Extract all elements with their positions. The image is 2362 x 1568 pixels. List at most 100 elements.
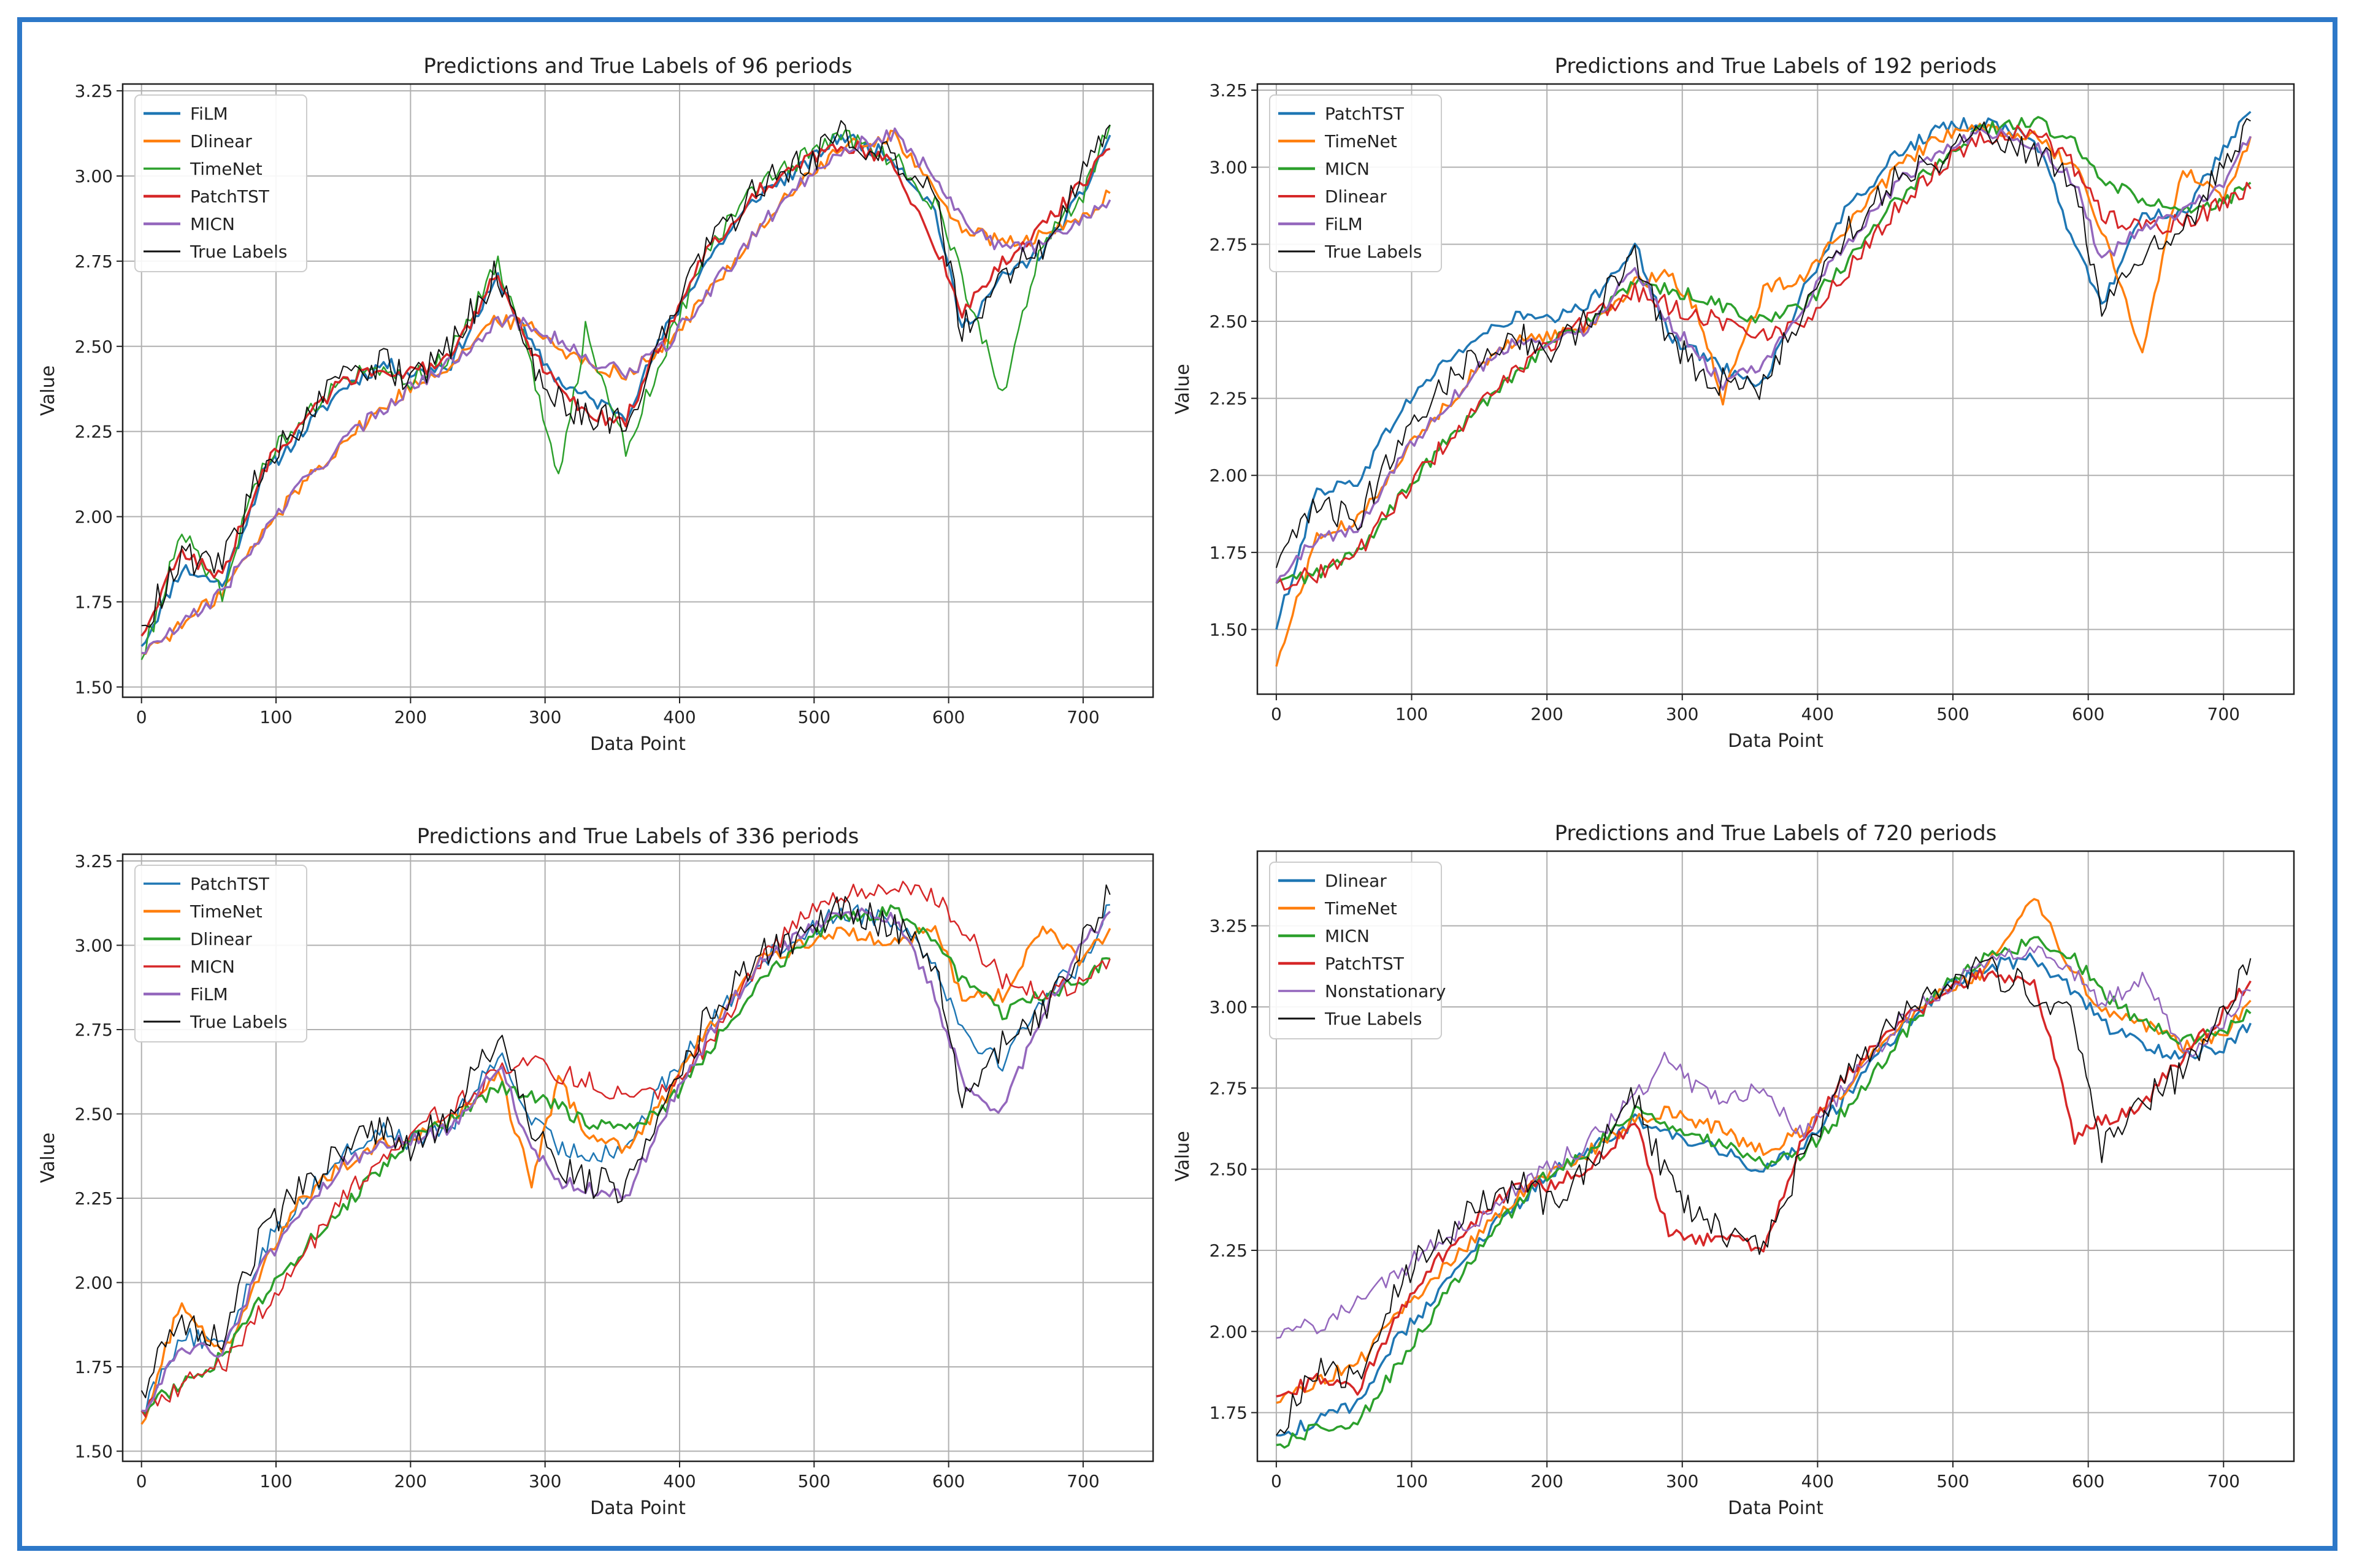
y-tick-label: 3.25 — [75, 81, 113, 101]
legend-label: TimeNet — [1324, 898, 1397, 919]
legend-label: FiLM — [190, 104, 228, 124]
y-tick-label: 1.75 — [75, 592, 113, 612]
x-tick-label: 100 — [1395, 1471, 1428, 1491]
series-line-nonstationary — [1276, 945, 2251, 1339]
y-tick-label: 3.25 — [75, 851, 113, 871]
y-tick-label: 1.75 — [1210, 543, 1248, 563]
legend-label: Dlinear — [1325, 871, 1387, 891]
series-line-true-labels — [141, 120, 1111, 628]
legend-label: FiLM — [190, 984, 228, 1004]
x-tick-label: 500 — [1936, 1471, 1969, 1491]
legend-label: TimeNet — [1324, 131, 1397, 151]
legend-label: PatchTST — [1325, 954, 1405, 974]
x-tick-label: 100 — [259, 707, 292, 727]
y-tick-label: 3.00 — [1210, 158, 1248, 178]
x-tick-label: 600 — [2072, 704, 2104, 724]
y-tick-label: 2.00 — [75, 1273, 113, 1293]
legend-label: Nonstationary — [1325, 981, 1446, 1001]
y-tick-label: 2.00 — [75, 507, 113, 527]
x-axis-label: Data Point — [590, 1497, 686, 1519]
y-axis-label: Value — [1172, 364, 1194, 414]
y-axis-label: Value — [37, 1133, 59, 1183]
series-line-true-labels — [140, 884, 1111, 1399]
legend-label: PatchTST — [190, 186, 270, 207]
x-tick-label: 500 — [798, 707, 830, 727]
series-line-patchtst — [1276, 968, 2252, 1398]
x-tick-label: 100 — [1395, 704, 1428, 724]
y-tick-label: 2.25 — [1210, 1241, 1248, 1261]
series-line-patchtst — [1275, 110, 2252, 630]
chart-panel-3: 0 100 200 300 400 500 600 700 1.50 1.75 2.00 2.25 2.… — [37, 824, 1154, 1519]
legend-box — [1269, 862, 1442, 1039]
y-tick-label: 2.25 — [75, 422, 113, 442]
legend-label: MICN — [1325, 926, 1370, 946]
series-line-micn — [140, 881, 1111, 1418]
y-tick-label: 2.75 — [75, 1020, 113, 1040]
legend-label: PatchTST — [190, 874, 270, 894]
axes-frame — [1256, 83, 2295, 695]
x-tick-label: 500 — [798, 1471, 830, 1491]
legend-label: MICN — [190, 957, 235, 977]
series-line-timenet — [140, 925, 1111, 1425]
x-tick-label: 100 — [259, 1471, 292, 1491]
series-line-dlinear — [1275, 124, 2252, 591]
x-tick-label: 400 — [1801, 1471, 1834, 1491]
x-tick-label: 700 — [1067, 1471, 1099, 1491]
axes-frame — [1256, 850, 2295, 1463]
y-tick-label: 1.50 — [75, 677, 113, 697]
x-axis-label: Data Point — [590, 733, 686, 755]
legend-label: TimeNet — [190, 159, 263, 179]
y-tick-label: 2.75 — [75, 251, 113, 272]
x-tick-label: 0 — [1271, 704, 1282, 724]
y-tick-label: 2.75 — [1210, 234, 1248, 254]
legend-label: PatchTST — [1325, 104, 1405, 124]
x-tick-label: 300 — [529, 707, 561, 727]
legend-label: MICN — [1325, 159, 1370, 179]
chart-title: Predictions and True Labels of 192 perio… — [1555, 54, 1997, 78]
x-tick-label: 300 — [1666, 1471, 1698, 1491]
x-tick-label: 600 — [2072, 1471, 2104, 1491]
y-tick-label: 2.50 — [1210, 312, 1248, 332]
x-tick-label: 200 — [1530, 704, 1563, 724]
y-tick-label: 2.25 — [75, 1188, 113, 1209]
y-tick-label: 2.00 — [1210, 1321, 1248, 1342]
legend-box — [1269, 94, 1442, 272]
legend-label: True Labels — [190, 242, 288, 262]
y-tick-label: 2.75 — [1210, 1078, 1248, 1098]
legend-label: True Labels — [190, 1012, 288, 1032]
x-tick-label: 400 — [1801, 704, 1834, 724]
y-tick-label: 3.00 — [75, 166, 113, 186]
y-tick-label: 3.00 — [1210, 997, 1248, 1017]
x-tick-label: 0 — [136, 1471, 147, 1491]
x-tick-label: 0 — [1271, 1471, 1282, 1491]
x-tick-label: 600 — [932, 707, 965, 727]
y-tick-label: 3.00 — [75, 936, 113, 956]
x-tick-label: 400 — [663, 707, 696, 727]
x-tick-label: 500 — [1936, 704, 1969, 724]
legend-label: TimeNet — [190, 901, 263, 922]
series-line-true-labels — [1276, 956, 2252, 1436]
legend-box — [134, 865, 307, 1042]
legend-label: MICN — [190, 214, 235, 234]
y-axis-label: Value — [1172, 1131, 1194, 1181]
x-tick-label: 700 — [2207, 704, 2240, 724]
chart-panel-2: 0 100 200 300 400 500 600 700 1.50 1.75 2.00 2.25 2.… — [1172, 54, 2295, 752]
series-line-film — [141, 907, 1111, 1412]
x-tick-label: 700 — [1067, 707, 1099, 727]
x-tick-label: 300 — [1666, 704, 1698, 724]
series-line-micn — [141, 127, 1111, 655]
y-tick-label: 1.75 — [75, 1357, 113, 1377]
figure-frame — [17, 17, 2337, 1551]
axes-frame — [121, 83, 1154, 698]
series-line-dlinear — [141, 129, 1111, 656]
y-tick-label: 1.75 — [1210, 1403, 1248, 1423]
series-line-timenet — [1275, 123, 2252, 667]
y-tick-label: 1.50 — [1210, 619, 1248, 640]
y-axis-label: Value — [37, 365, 59, 416]
series-line-dlinear — [1276, 952, 2252, 1437]
x-axis-label: Data Point — [1728, 1497, 1823, 1519]
series-line-micn — [1276, 936, 2252, 1449]
series-line-timenet — [1276, 898, 2252, 1404]
x-tick-label: 300 — [529, 1471, 561, 1491]
legend-label: FiLM — [1325, 214, 1363, 234]
